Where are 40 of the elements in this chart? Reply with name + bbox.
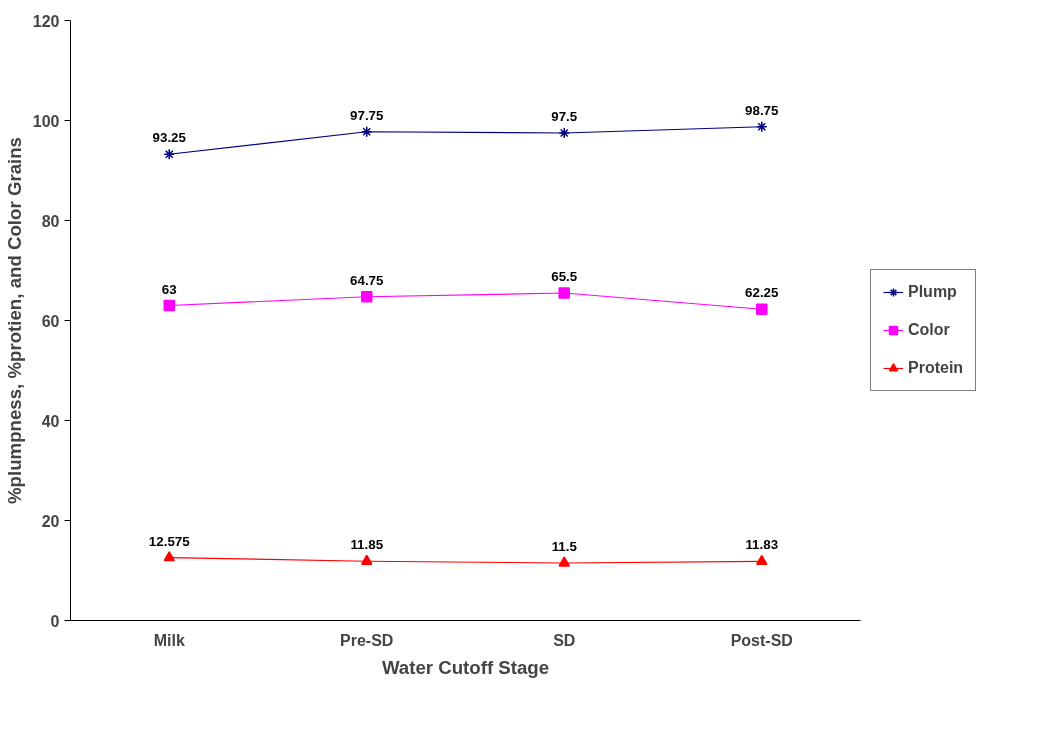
y-tick-label: 0 [50,612,60,630]
x-tick-label: Pre-SD [340,631,394,649]
point [361,291,373,303]
point [558,127,570,139]
data-label: 64.75 [350,272,385,288]
point [756,121,768,133]
point [361,126,373,138]
data-label: 12.575 [148,533,191,549]
data-label: 11.85 [350,537,384,553]
point [558,287,570,299]
y-tick-label: 60 [41,312,60,330]
y-tick-label: 120 [32,12,60,30]
y-tick-label: 40 [41,412,60,430]
x-tick-label: Milk [153,631,185,649]
data-label: 65.5 [551,269,578,284]
data-label: 62.25 [745,285,780,301]
legend-label: Protein [908,359,964,377]
point [756,554,768,565]
x-tick-label: SD [553,631,576,649]
point [163,299,175,312]
data-label: 97.75 [350,107,385,123]
y-axis-title: %plumpness, %protien, and Color Grains [3,137,25,504]
data-label: 11.5 [551,539,578,554]
point [163,551,175,562]
data-label: 11.83 [745,537,779,553]
x-axis-title: Water Cutoff Stage [381,656,550,678]
point [558,556,570,567]
y-tick-label: 80 [41,212,60,230]
data-label: 93.25 [152,130,187,146]
data-label: 98.75 [745,102,780,118]
point [361,554,373,565]
point [163,148,175,160]
legend-label: Plump [908,283,957,301]
legend-label: Color [908,321,950,339]
point [756,303,768,315]
y-tick-label: 100 [32,112,60,130]
data-label: 63 [161,281,177,297]
x-tick-label: Post-SD [730,631,793,649]
data-label: 97.5 [551,109,578,124]
y-tick-label: 20 [41,512,60,530]
